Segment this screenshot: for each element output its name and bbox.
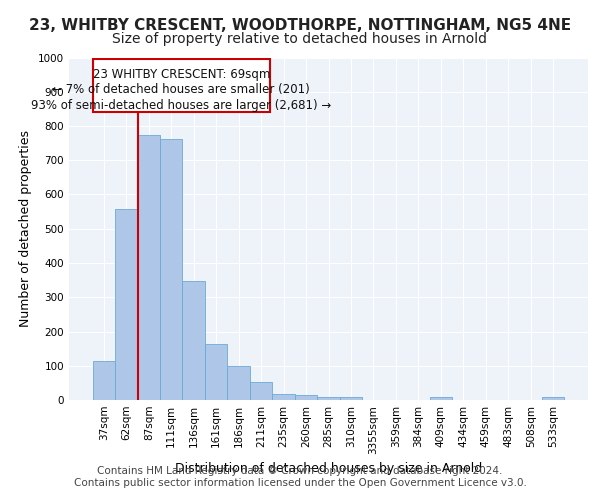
Bar [430,396,452,400]
Bar [92,59,270,112]
Bar [160,139,182,400]
Bar [250,382,272,400]
X-axis label: Distribution of detached houses by size in Arnold: Distribution of detached houses by size … [175,462,482,475]
Bar [317,396,340,400]
Bar [227,366,250,400]
Y-axis label: Number of detached properties: Number of detached properties [19,130,32,327]
Text: Size of property relative to detached houses in Arnold: Size of property relative to detached ho… [113,32,487,46]
Text: Contains HM Land Registry data © Crown copyright and database right 2024.
Contai: Contains HM Land Registry data © Crown c… [74,466,526,487]
Bar [92,362,115,400]
Text: 23 WHITBY CRESCENT: 69sqm: 23 WHITBY CRESCENT: 69sqm [92,68,270,81]
Bar [340,398,362,400]
Text: ← 7% of detached houses are smaller (201): ← 7% of detached houses are smaller (201… [52,83,310,96]
Bar [115,209,137,400]
Bar [272,394,295,400]
Bar [295,395,317,400]
Bar [137,134,160,400]
Text: 23, WHITBY CRESCENT, WOODTHORPE, NOTTINGHAM, NG5 4NE: 23, WHITBY CRESCENT, WOODTHORPE, NOTTING… [29,18,571,32]
Bar [182,281,205,400]
Bar [205,344,227,400]
Text: 93% of semi-detached houses are larger (2,681) →: 93% of semi-detached houses are larger (… [31,98,331,112]
Bar [542,396,565,400]
